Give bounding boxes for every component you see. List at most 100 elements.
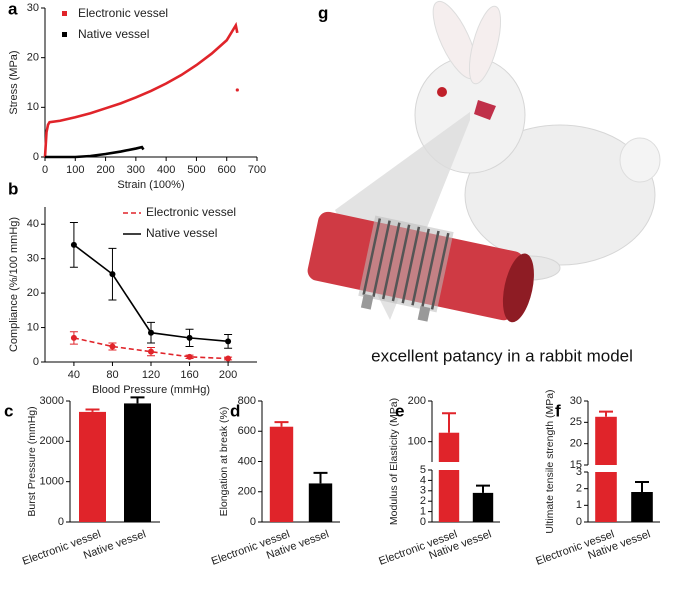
panel-label: e [395, 401, 404, 420]
marker [186, 334, 193, 341]
panel-label: b [8, 179, 18, 198]
y-tick-label: 0 [420, 516, 426, 528]
y-tick-label: 0 [250, 516, 256, 528]
y-tick-label: 20 [27, 52, 39, 64]
y-tick-label: 1000 [40, 476, 64, 488]
y-tick-label: 25 [570, 416, 582, 428]
y-tick-label: 0 [58, 516, 64, 528]
marker [109, 343, 116, 350]
marker [109, 271, 116, 278]
x-tick-label: 600 [218, 164, 236, 176]
y-tick-label: 3000 [40, 395, 64, 407]
bar [79, 411, 106, 522]
error-bar [442, 412, 456, 433]
y-tick-label: 0 [33, 151, 39, 163]
error-bar [476, 484, 490, 493]
error-bar [274, 421, 289, 427]
y-axis-title: Compliance (%/100 mmHg) [8, 217, 20, 352]
y-tick-label: 30 [27, 2, 39, 14]
y-tick-label: 40 [27, 218, 39, 230]
y-tick-label: 10 [27, 101, 39, 113]
y-tick-label: 2 [576, 483, 582, 495]
series-line [45, 145, 145, 159]
y-axis-title: Burst Pressure (mmHg) [26, 406, 38, 516]
x-tick-label: 700 [248, 164, 266, 176]
panel-label: a [8, 0, 18, 18]
bar [438, 432, 460, 462]
bar [308, 483, 333, 522]
y-tick-label: 2 [420, 495, 426, 507]
bar [595, 416, 617, 465]
y-axis-title: Modulus of Elasticity (MPa) [388, 398, 400, 525]
y-tick-label: 1 [576, 499, 582, 511]
error-bar [130, 396, 145, 404]
error-bar [313, 471, 328, 484]
panel-label: c [4, 401, 13, 420]
marker [148, 348, 154, 355]
x-tick-label: 400 [157, 164, 175, 176]
x-tick-label: 200 [96, 164, 114, 176]
marker [70, 334, 77, 341]
x-tick-label: 100 [66, 164, 84, 176]
x-tick-label: 160 [180, 369, 198, 381]
bar [438, 470, 460, 522]
x-tick-label: 40 [68, 369, 80, 381]
bar [269, 426, 294, 522]
y-axis-title: Elongation at break (%) [218, 407, 230, 517]
y-tick-label: 5 [420, 464, 426, 476]
bar [595, 472, 617, 522]
marker [70, 241, 77, 248]
y-tick-label: 15 [570, 459, 582, 471]
y-tick-label: 10 [27, 321, 39, 333]
legend-label: Electronic vessel [78, 6, 168, 20]
y-tick-label: 20 [570, 438, 582, 450]
y-tick-label: 30 [570, 395, 582, 407]
y-tick-label: 3 [420, 485, 426, 497]
y-tick-label: 600 [238, 425, 256, 437]
x-axis-title: Blood Pressure (mmHg) [92, 384, 210, 396]
x-tick-label: 80 [106, 369, 118, 381]
bar [631, 492, 653, 522]
x-tick-label: 200 [219, 369, 237, 381]
y-tick-label: 0 [33, 356, 39, 368]
marker [225, 338, 232, 345]
outlier-point [235, 88, 239, 92]
legend-label: Native vessel [78, 27, 149, 41]
panel-label: g [318, 3, 328, 22]
legend-label: Native vessel [146, 226, 217, 240]
bar [472, 492, 494, 522]
x-axis-title: Strain (100%) [117, 179, 184, 191]
y-tick-label: 0 [576, 516, 582, 528]
y-tick-label: 2000 [40, 435, 64, 447]
x-tick-label: 500 [187, 164, 205, 176]
bar [124, 403, 151, 522]
series-line [73, 337, 229, 360]
panel-label: f [555, 401, 561, 420]
caption: excellent patancy in a rabbit model [371, 346, 633, 365]
error-bar [599, 410, 613, 417]
y-tick-label: 20 [27, 287, 39, 299]
legend-label: Electronic vessel [146, 205, 236, 219]
y-tick-label: 1 [420, 506, 426, 518]
error-bar [635, 481, 649, 492]
vessel-illustration [307, 211, 534, 323]
y-tick-label: 200 [408, 395, 426, 407]
y-tick-label: 30 [27, 253, 39, 265]
x-tick-label: 0 [42, 164, 48, 176]
y-tick-label: 800 [238, 395, 256, 407]
marker [225, 355, 232, 362]
y-tick-label: 100 [408, 436, 426, 448]
legend-swatch [62, 32, 67, 37]
marker [148, 329, 154, 336]
y-tick-label: 3 [576, 466, 582, 478]
y-tick-label: 4 [420, 474, 426, 486]
series-line [43, 21, 239, 158]
panel-label: d [230, 401, 240, 420]
legend-swatch [62, 11, 67, 16]
y-tick-label: 400 [238, 455, 256, 467]
y-axis-title: Ultimate tensile strength (MPa) [544, 389, 556, 533]
y-tick-label: 200 [238, 486, 256, 498]
marker [186, 353, 193, 360]
x-tick-label: 120 [142, 369, 160, 381]
